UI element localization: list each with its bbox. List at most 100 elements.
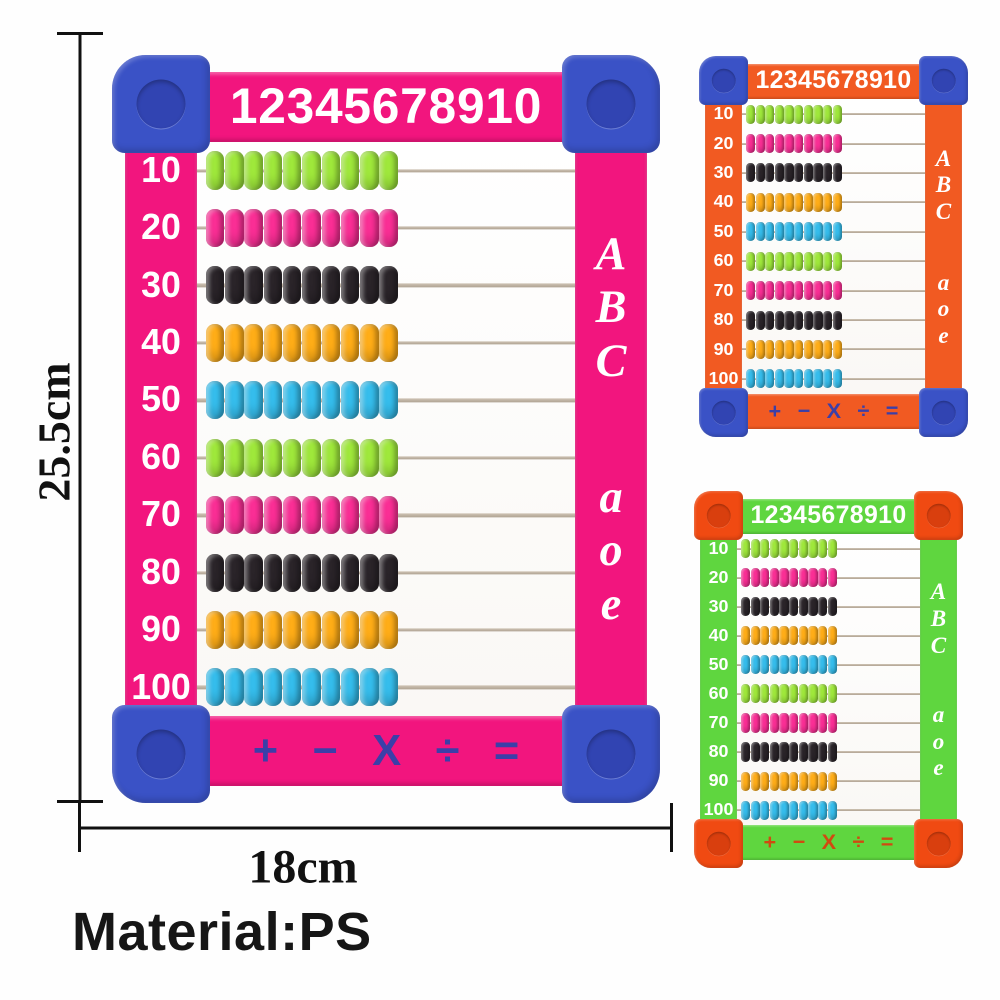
bead-blue	[225, 668, 244, 707]
bead-green	[263, 151, 283, 190]
bead-row	[736, 767, 921, 796]
bead-orange	[789, 626, 799, 646]
frame-left-bar: 10 20 30 40 50 60 70 80 90 100	[124, 141, 198, 717]
bead-blue	[740, 800, 751, 820]
letter: e	[600, 577, 622, 629]
bead-pink	[282, 496, 302, 535]
bead-orange	[321, 323, 341, 362]
bead-black	[784, 163, 794, 183]
bead-green	[750, 684, 760, 704]
bead-blue	[760, 655, 770, 675]
letter: C	[595, 334, 627, 386]
bead-blue	[798, 655, 808, 675]
bead-green	[244, 438, 263, 477]
corner-stud	[926, 831, 951, 856]
row-value-label: 100	[703, 799, 734, 820]
bead-orange	[789, 771, 799, 791]
bead-pink	[832, 281, 842, 301]
bead-green	[794, 251, 804, 271]
beads	[196, 496, 399, 535]
beads	[736, 713, 837, 733]
bead-blue	[282, 381, 302, 420]
bead-black	[765, 163, 775, 183]
beads	[736, 771, 837, 791]
bead-orange	[321, 610, 341, 650]
bead-row	[196, 486, 576, 543]
bead-blue	[282, 668, 302, 707]
bead-orange	[774, 339, 785, 359]
bead-row	[736, 679, 921, 708]
bead-green	[784, 104, 794, 124]
letter: C	[930, 631, 947, 658]
beads	[741, 163, 842, 183]
corner-stud	[931, 68, 956, 93]
frame-corner-bl	[112, 705, 210, 803]
beads	[196, 323, 399, 362]
bead-pink	[827, 713, 837, 733]
frame-left-bar: 10 20 30 40 50 60 70 80 90 100	[705, 99, 742, 394]
bead-row	[741, 188, 926, 217]
frame-corner-tl	[694, 491, 743, 540]
bead-orange	[205, 323, 225, 362]
frame-corner-br	[919, 388, 968, 437]
bead-orange	[779, 771, 789, 791]
frame-left-bar: 10 20 30 40 50 60 70 80 90 100	[700, 534, 737, 825]
bead-black	[340, 266, 360, 305]
bead-pink	[818, 713, 828, 733]
letter: a	[937, 268, 950, 295]
row-value-label: 20	[713, 132, 734, 153]
bead-green	[755, 104, 765, 124]
bead-orange	[225, 610, 244, 650]
bead-black	[798, 742, 808, 762]
beads	[196, 553, 399, 592]
bead-pink	[808, 568, 818, 588]
bead-blue	[360, 668, 379, 707]
bead-black	[225, 553, 244, 592]
bead-black	[340, 553, 360, 592]
bead-row	[741, 364, 926, 393]
bead-black	[205, 553, 225, 592]
bead-green	[789, 539, 799, 559]
frame-bottom-bar: + − X ÷ =	[737, 824, 920, 860]
row-value-label: 90	[141, 609, 181, 650]
bead-blue	[379, 668, 398, 707]
bead-green	[244, 151, 263, 190]
bead-pink	[789, 568, 799, 588]
letter: A	[930, 578, 947, 605]
bead-blue	[823, 369, 833, 389]
corner-stud	[931, 400, 956, 425]
bead-black	[813, 310, 823, 330]
frame-top-bar: 12345678910	[742, 64, 925, 100]
bead-orange	[808, 626, 818, 646]
bead-blue	[244, 381, 263, 420]
operator-symbol: −	[792, 829, 806, 855]
beads	[196, 381, 399, 420]
bead-pink	[789, 713, 799, 733]
bead-row	[196, 257, 576, 314]
corner-stud	[711, 68, 736, 93]
letter: B	[935, 171, 952, 198]
bead-green	[794, 104, 804, 124]
bead-pink	[225, 208, 244, 247]
corner-stud	[136, 729, 186, 779]
bead-orange	[740, 771, 751, 791]
bead-green	[302, 151, 321, 190]
corner-stud	[706, 831, 731, 856]
height-dimension-label: 25.5cm	[28, 362, 80, 502]
bead-blue	[225, 381, 244, 420]
bead-orange	[360, 323, 379, 362]
bead-pink	[225, 496, 244, 535]
bead-orange	[823, 192, 833, 212]
bead-blue	[765, 369, 775, 389]
bead-orange	[755, 339, 765, 359]
bead-green	[779, 684, 789, 704]
bead-orange	[784, 339, 794, 359]
bead-pink	[779, 568, 789, 588]
bead-row	[736, 796, 921, 825]
math-operators: + − X ÷ =	[742, 394, 924, 429]
operator-symbol: =	[880, 829, 894, 855]
